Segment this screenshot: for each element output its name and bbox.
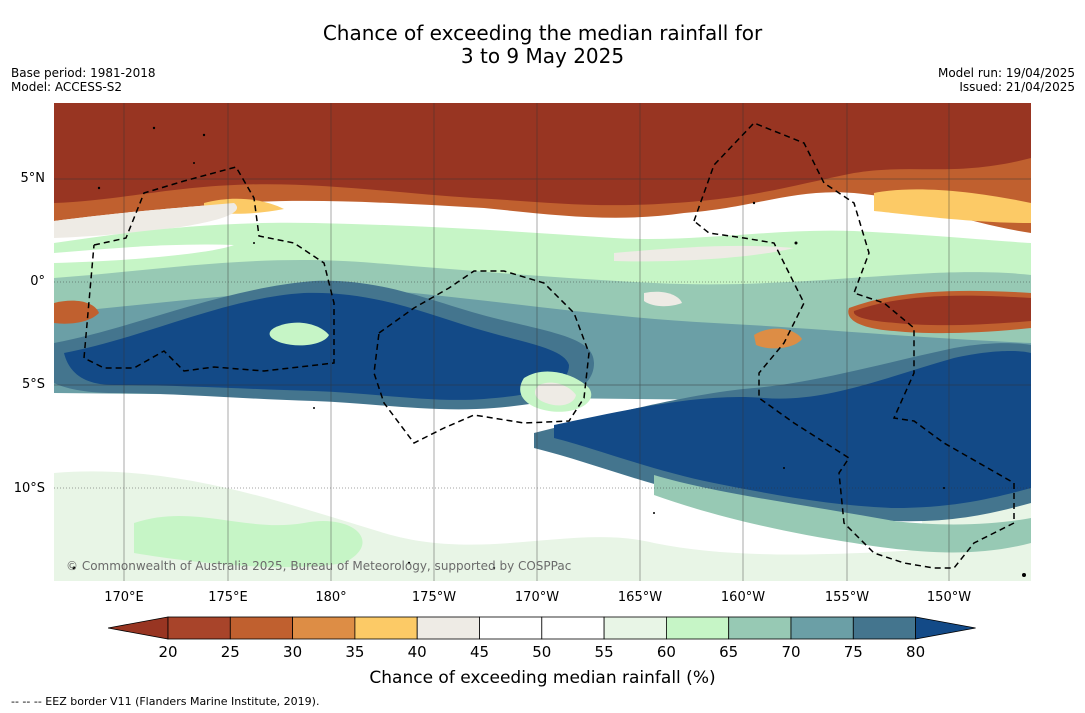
colorbar-tick-label: 55: [594, 643, 614, 661]
model-run: Model run: 19/04/2025: [937, 66, 1075, 80]
colorbar-tick-label: 60: [656, 643, 676, 661]
colorbar-segment: [852, 616, 916, 640]
copyright-notice: © Commonwealth of Australia 2025, Bureau…: [66, 559, 572, 573]
colorbar-segment: [603, 616, 667, 640]
eez-footnote: -- -- -- EEZ border V11 (Flanders Marine…: [11, 695, 320, 708]
colorbar-segment: [292, 616, 356, 640]
colorbar-tick-label: 50: [532, 643, 552, 661]
graticule: [54, 103, 1031, 581]
eez-borders: [83, 122, 1015, 569]
lon-label-170w: 170°W: [514, 590, 560, 605]
lon-label-175w: 175°W: [411, 590, 457, 605]
colorbar-segment: [541, 616, 605, 640]
colorbar-extend-low: [108, 616, 169, 640]
lat-label-5s: 5°S: [21, 377, 45, 392]
map-canvas: [54, 103, 1031, 581]
lon-label-150w: 150°W: [926, 590, 972, 605]
colorbar-segment: [666, 616, 730, 640]
colorbar-segment: [479, 616, 543, 640]
rainfall-map: [54, 103, 1031, 581]
model-name: Model: ACCESS-S2: [11, 80, 123, 94]
colorbar-extend-high: [915, 616, 976, 640]
colorbar-tick-label: 30: [283, 643, 303, 661]
colorbar-segment: [354, 616, 418, 640]
colorbar-tick-label: 45: [469, 643, 490, 661]
colorbar-segment: [790, 616, 854, 640]
colorbar-tick-label: 80: [906, 643, 926, 661]
title-line-1: Chance of exceeding the median rainfall …: [322, 21, 763, 45]
lon-label-175e: 175°E: [208, 590, 248, 605]
colorbar-segment: [416, 616, 480, 640]
lat-label-10s: 10°S: [13, 481, 45, 496]
coastline-specks: [72, 126, 1026, 577]
colorbar-tick-label: 65: [719, 643, 739, 661]
lon-label-165w: 165°W: [617, 590, 663, 605]
meta-left: Base period: 1981-2018 Model: ACCESS-S2: [11, 66, 156, 94]
meta-right: Model run: 19/04/2025 Issued: 21/04/2025: [938, 66, 1075, 94]
title-line-2: 3 to 9 May 2025: [460, 44, 625, 68]
colorbar-segment: [167, 616, 231, 640]
colorbar: [108, 616, 976, 640]
map-title: Chance of exceeding the median rainfall …: [0, 22, 1085, 68]
colorbar-label: Chance of exceeding median rainfall (%): [369, 668, 716, 688]
colorbar-tick-label: 40: [407, 643, 427, 661]
lon-label-160w: 160°W: [720, 590, 766, 605]
colorbar-tick-label: 70: [781, 643, 801, 661]
lon-label-180: 180°: [315, 590, 347, 605]
lon-label-155w: 155°W: [824, 590, 870, 605]
colorbar-segment: [728, 616, 792, 640]
colorbar-tick-label: 75: [843, 643, 863, 661]
colorbar-segment: [229, 616, 294, 640]
colorbar-tick-label: 35: [345, 643, 365, 661]
base-period: Base period: 1981-2018: [11, 66, 156, 80]
issued-date: Issued: 21/04/2025: [959, 80, 1075, 94]
colorbar-tick-label: 20: [158, 643, 178, 661]
lon-label-170e: 170°E: [104, 590, 144, 605]
lat-label-5n: 5°N: [20, 171, 46, 186]
lat-label-0: 0°: [30, 274, 45, 289]
colorbar-tick-label: 25: [220, 643, 240, 661]
